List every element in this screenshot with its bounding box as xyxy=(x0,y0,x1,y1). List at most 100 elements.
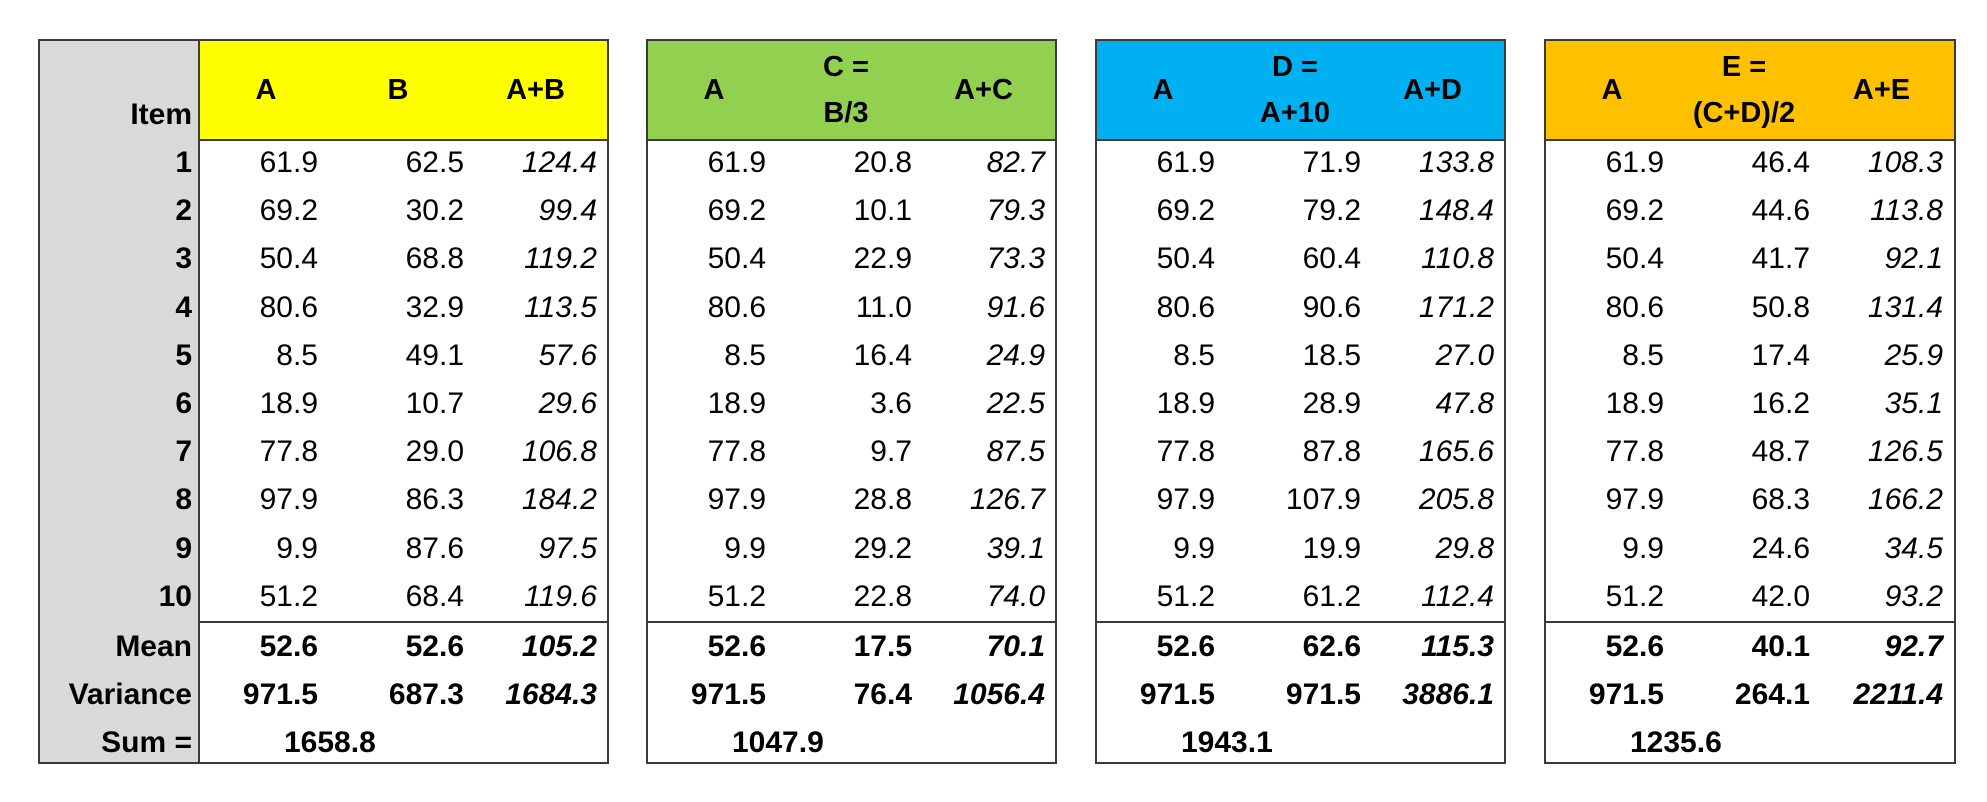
stat-label-variance: Variance xyxy=(68,678,192,712)
table-row: 69.2 79.2 148.4 xyxy=(1097,187,1504,235)
cell-col-b: 16.2 xyxy=(1751,386,1810,420)
column-header-col-sum: A+B xyxy=(464,41,607,139)
cell-col-b: 28.9 xyxy=(1302,386,1361,420)
cell-col-a: 51.2 xyxy=(259,579,318,613)
mean-col-sum: 70.1 xyxy=(986,629,1045,663)
cell-col-b: 9.7 xyxy=(870,435,912,469)
table-row: 50.4 60.4 110.8 xyxy=(1097,235,1504,283)
cell-col-sum: 35.1 xyxy=(1884,386,1943,420)
cell-col-b: 41.7 xyxy=(1751,242,1810,276)
sum-value: 1047.9 xyxy=(732,726,824,760)
cell-col-sum: 171.2 xyxy=(1418,290,1494,324)
cell-col-a: 50.4 xyxy=(1605,242,1664,276)
variance-col-a: 971.5 xyxy=(1588,678,1664,712)
cell-col-b: 44.6 xyxy=(1751,194,1810,228)
cell-col-a: 97.9 xyxy=(1605,483,1664,517)
cell-col-sum: 124.4 xyxy=(521,146,597,179)
column-header-col-b: D = A+10 xyxy=(1229,41,1361,139)
cell-col-b: 24.6 xyxy=(1751,531,1810,565)
table-block-a-d: A D = A+10 A+D 61.9 71.9 133.8 69.2 79.2 148.4 50.… xyxy=(1095,39,1506,764)
cell-col-b: 107.9 xyxy=(1285,483,1361,517)
cell-col-sum: 47.8 xyxy=(1435,386,1494,420)
table-row: 18.9 28.9 47.8 xyxy=(1097,380,1504,428)
cell-col-a: 51.2 xyxy=(1156,579,1215,613)
cell-col-b: 60.4 xyxy=(1302,242,1361,276)
block-body: 61.9 20.8 82.7 69.2 10.1 79.3 50.4 22.9 73.3 80.6… xyxy=(648,139,1055,767)
cell-col-b: 48.7 xyxy=(1751,435,1810,469)
stat-label-sum: Sum = xyxy=(101,726,192,760)
column-header-col-sum: A+E xyxy=(1810,41,1953,139)
block-header: A C = B/3 A+C xyxy=(648,41,1055,141)
cell-col-sum: 39.1 xyxy=(986,531,1045,565)
mean-col-b: 40.1 xyxy=(1751,629,1810,663)
item-number-label: 9 xyxy=(175,531,192,565)
cell-col-sum: 97.5 xyxy=(538,531,597,565)
block-body: 61.9 71.9 133.8 69.2 79.2 148.4 50.4 60.4 110.8 8… xyxy=(1097,139,1504,767)
mean-col-b: 17.5 xyxy=(853,629,912,663)
column-header-col-sum: A+D xyxy=(1361,41,1504,139)
cell-col-a: 9.9 xyxy=(724,531,766,565)
table-row: 51.2 22.8 74.0 xyxy=(648,573,1055,621)
cell-col-a: 80.6 xyxy=(259,290,318,324)
table-row: 50.4 22.9 73.3 xyxy=(648,235,1055,283)
cell-col-sum: 184.2 xyxy=(521,483,597,517)
variance-col-a: 971.5 xyxy=(690,678,766,712)
cell-col-sum: 113.8 xyxy=(1870,194,1943,228)
cell-col-a: 9.9 xyxy=(1622,531,1664,565)
sum-row: 1658.8 xyxy=(200,719,607,767)
item-header: Item xyxy=(130,98,192,131)
variance-col-sum: 1684.3 xyxy=(505,678,597,712)
cell-col-a: 51.2 xyxy=(1605,579,1664,613)
row-label-column: Item 1 2 3 4 5 6 7 8 9 10 Mean Variance Sum = xyxy=(38,39,202,764)
cell-col-b: 10.1 xyxy=(853,194,912,228)
table-block-a-c: A C = B/3 A+C 61.9 20.8 82.7 69.2 10.1 79.3 50.4 22… xyxy=(646,39,1057,764)
variance-col-a: 971.5 xyxy=(242,678,318,712)
table-block-a-b: A B A+B 61.9 62.5 124.4 69.2 30.2 99.4 50.4 68.8 11… xyxy=(198,39,609,764)
cell-col-a: 97.9 xyxy=(707,483,766,517)
table-row: 8.5 16.4 24.9 xyxy=(648,332,1055,380)
variance-row: 971.5 687.3 1684.3 xyxy=(200,671,607,719)
item-number-label: 5 xyxy=(175,338,192,372)
cell-col-sum: 133.8 xyxy=(1418,146,1494,179)
sum-value: 1235.6 xyxy=(1630,726,1722,760)
mean-col-a: 52.6 xyxy=(1605,629,1664,663)
table-row: 97.9 107.9 205.8 xyxy=(1097,476,1504,524)
table-row: 8.5 17.4 25.9 xyxy=(1546,332,1954,380)
mean-row: 52.6 40.1 92.7 xyxy=(1546,620,1954,671)
block-body: 61.9 62.5 124.4 69.2 30.2 99.4 50.4 68.8 119.2 80… xyxy=(200,139,607,767)
table-row: 51.2 68.4 119.6 xyxy=(200,573,607,621)
cell-col-sum: 113.5 xyxy=(524,290,597,324)
cell-col-sum: 99.4 xyxy=(538,194,597,228)
cell-col-sum: 166.2 xyxy=(1867,483,1943,517)
cell-col-a: 80.6 xyxy=(1605,290,1664,324)
cell-col-a: 61.9 xyxy=(1605,146,1664,179)
cell-col-b: 17.4 xyxy=(1751,338,1810,372)
cell-col-sum: 25.9 xyxy=(1884,338,1943,372)
cell-col-a: 97.9 xyxy=(1156,483,1215,517)
item-number-label: 10 xyxy=(158,579,192,613)
column-header-text: A+10 xyxy=(1259,97,1331,129)
table-row: 9.9 29.2 39.1 xyxy=(648,525,1055,573)
cell-col-sum: 165.6 xyxy=(1418,435,1494,469)
cell-col-b: 10.7 xyxy=(405,386,464,420)
table-row: 18.9 3.6 22.5 xyxy=(648,380,1055,428)
cell-col-b: 87.6 xyxy=(405,531,464,565)
sum-row: 1943.1 xyxy=(1097,719,1504,767)
table-row: 51.2 61.2 112.4 xyxy=(1097,573,1504,621)
table-row: 61.9 46.4 108.3 xyxy=(1546,139,1954,187)
cell-col-b: 30.2 xyxy=(405,194,464,228)
cell-col-b: 3.6 xyxy=(870,386,912,420)
cell-col-a: 50.4 xyxy=(259,242,318,276)
mean-row: 52.6 52.6 105.2 xyxy=(200,620,607,671)
column-header-text: A+D xyxy=(1403,74,1462,106)
item-number-label: 2 xyxy=(175,194,192,228)
cell-col-b: 50.8 xyxy=(1751,290,1810,324)
column-header-col-a: A xyxy=(1546,41,1678,139)
cell-col-b: 90.6 xyxy=(1302,290,1361,324)
cell-col-sum: 87.5 xyxy=(986,435,1045,469)
mean-col-b: 52.6 xyxy=(405,629,464,663)
variance-row: 971.5 971.5 3886.1 xyxy=(1097,671,1504,719)
table-row: 61.9 71.9 133.8 xyxy=(1097,139,1504,187)
cell-col-a: 50.4 xyxy=(1156,242,1215,276)
variance-col-sum: 3886.1 xyxy=(1402,678,1494,712)
